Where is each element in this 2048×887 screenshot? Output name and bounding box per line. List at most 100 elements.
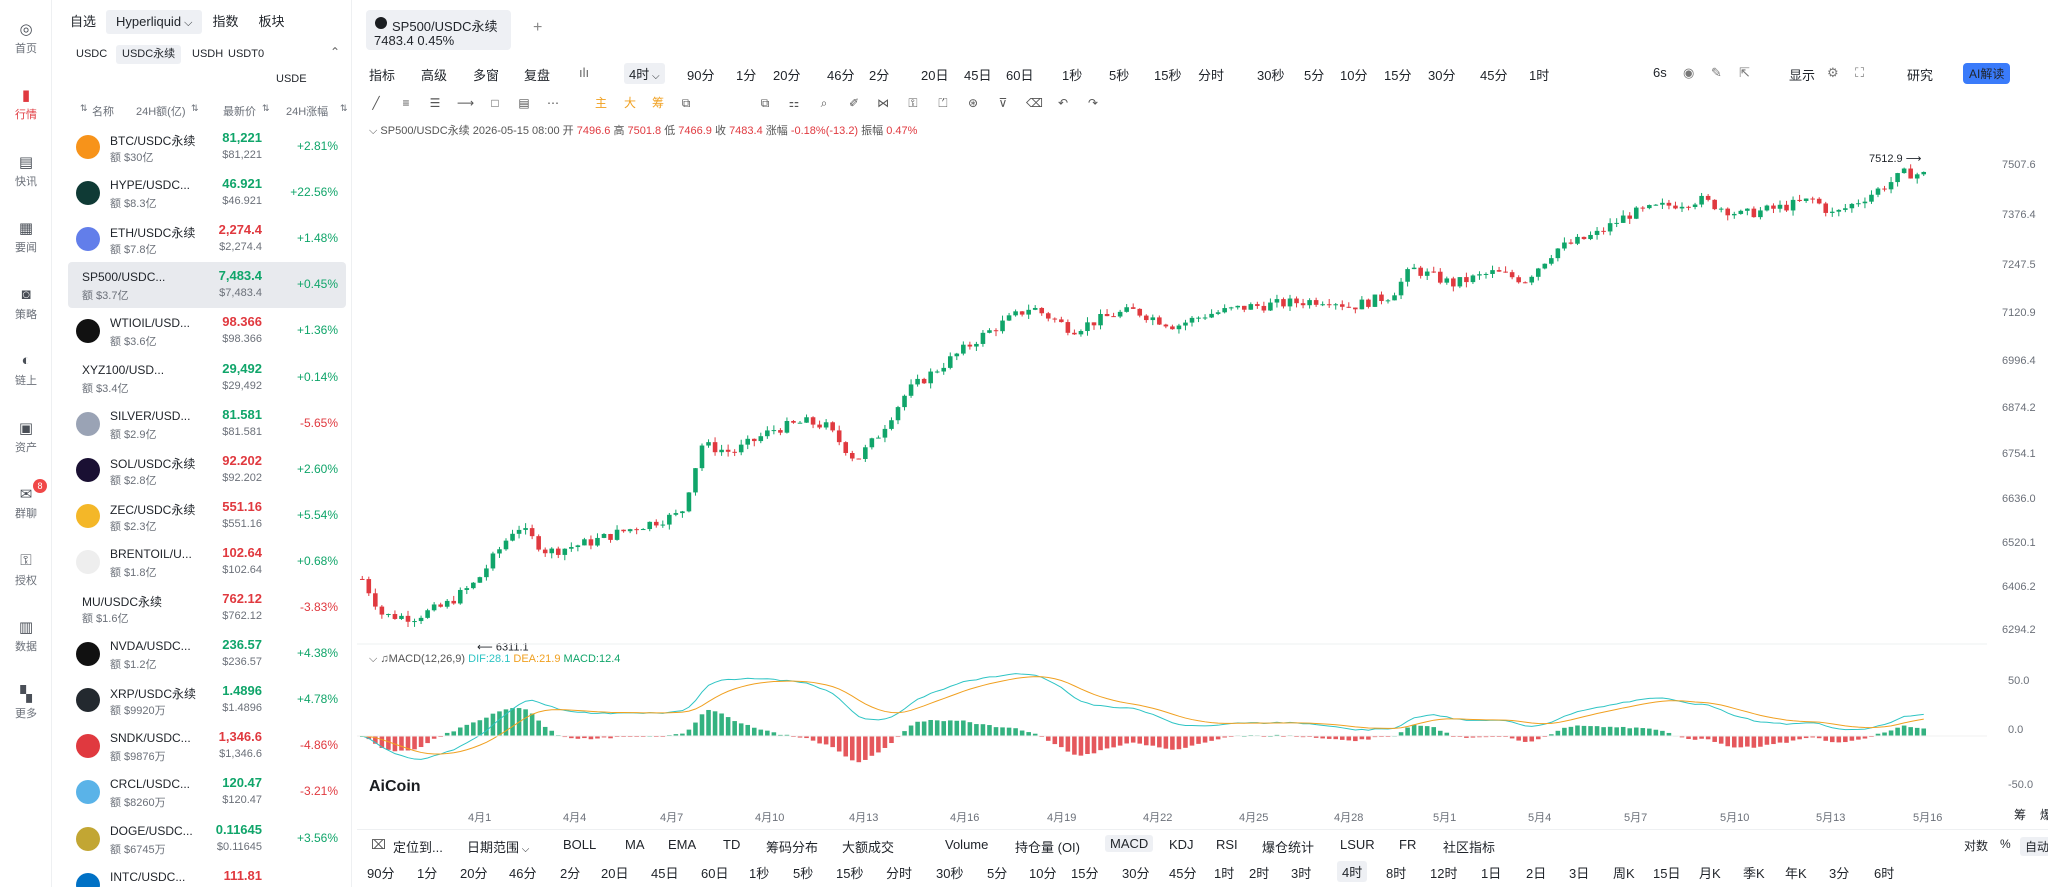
subtab-2[interactable]: USDH	[192, 48, 224, 60]
period-8[interactable]: 1秒	[1062, 68, 1083, 83]
indicator-3[interactable]: TD	[723, 837, 741, 852]
indicator-0[interactable]: BOLL	[563, 837, 597, 852]
bottom-period-27[interactable]: 周K	[1613, 866, 1635, 881]
chip-icon[interactable]: 筹	[651, 96, 664, 110]
fullscreen-icon[interactable]: ⛶	[1855, 65, 1865, 80]
bottom-period-19[interactable]: 2时	[1249, 866, 1270, 881]
bottom-period-33[interactable]: 6时	[1874, 866, 1895, 881]
corner-label[interactable]: 爆	[2040, 808, 2048, 822]
market-row[interactable]: SNDK/USDC... 额 $9876万 1,346.6 $1,346.6 -4.86…	[68, 723, 346, 769]
locate-icon[interactable]: ⌧	[371, 837, 386, 852]
indicator-5[interactable]: 大额成交	[842, 840, 895, 855]
trash-icon[interactable]: ⌫	[1026, 96, 1043, 110]
bottom-period-21[interactable]: 4时	[1337, 861, 1368, 882]
bottom-period-16[interactable]: 30分	[1122, 866, 1150, 881]
market-row[interactable]: ETH/USDC永续额 $7.8亿 2,274.4 $2,274.4 +1.48%	[68, 216, 346, 262]
market-row[interactable]: BTC/USDC永续额 $30亿 81,221 $81,221 +2.81%	[68, 124, 346, 170]
nav-item-5[interactable]: ◐ 链上	[0, 352, 52, 388]
indicator-9[interactable]: KDJ	[1169, 837, 1194, 852]
period-2[interactable]: 20分	[773, 68, 801, 83]
bottom-period-12[interactable]: 30秒	[936, 866, 964, 881]
market-tab-0[interactable]: 自选	[60, 10, 106, 34]
bottom-period-6[interactable]: 45日	[651, 866, 679, 881]
bottom-period-25[interactable]: 2日	[1526, 866, 1547, 881]
period-5[interactable]: 20日	[921, 68, 949, 83]
indicator-7[interactable]: 持仓量 (OI)	[1015, 840, 1080, 855]
header-change[interactable]: 24H涨幅	[286, 106, 329, 118]
export-icon[interactable]: ⇱	[1739, 65, 1750, 80]
settings-gear-icon[interactable]: ⚙	[1827, 65, 1839, 80]
camera-icon[interactable]: ◉	[1683, 65, 1695, 80]
replay-button[interactable]: 复盘	[524, 68, 551, 83]
candlestick-chart[interactable]: 7512.9 ⟶ ⟵ 6311.1	[357, 130, 2048, 830]
period-6[interactable]: 45日	[964, 68, 992, 83]
layers-icon[interactable]: ⊛	[967, 96, 979, 110]
market-row[interactable]: ZEC/USDC永续额 $2.3亿 551.16 $551.16 +5.54%	[68, 493, 346, 539]
bottom-period-11[interactable]: 分时	[886, 866, 913, 881]
subtab-4[interactable]: USDE	[276, 73, 307, 85]
market-tab-2[interactable]: 指数	[202, 10, 248, 34]
main-icon[interactable]: 主	[594, 96, 607, 110]
line-tool-icon[interactable]: ╱	[372, 96, 380, 110]
period-17[interactable]: 45分	[1480, 68, 1508, 83]
bottom-period-30[interactable]: 季K	[1743, 866, 1765, 881]
advanced-button[interactable]: 高级	[421, 68, 448, 83]
bottom-period-1[interactable]: 1分	[417, 866, 438, 881]
indicator-12[interactable]: LSUR	[1340, 837, 1375, 852]
bottom-period-24[interactable]: 1日	[1481, 866, 1502, 881]
market-row[interactable]: NVDA/USDC... 额 $1.2亿 236.57 $236.57 +4.38%	[68, 631, 346, 677]
date-range-button[interactable]: 日期范围 ⌵	[467, 837, 529, 856]
chart-type-icon[interactable]: ılı	[579, 65, 590, 80]
market-row[interactable]: INTC/USDC... 111.81	[68, 862, 346, 887]
header-name[interactable]: 名称	[92, 106, 114, 118]
bottom-period-31[interactable]: 年K	[1785, 866, 1807, 881]
add-tab-button[interactable]: +	[533, 19, 543, 36]
more-tools-icon[interactable]: ⋯	[547, 96, 559, 110]
market-row[interactable]: XYZ100/USD... 额 $3.4亿 29,492 $29,492 +0.14%	[68, 355, 346, 401]
bottom-period-3[interactable]: 46分	[509, 866, 537, 881]
bottom-period-32[interactable]: 3分	[1829, 866, 1850, 881]
bottom-period-5[interactable]: 20日	[601, 866, 629, 881]
bottom-period-2[interactable]: 20分	[460, 866, 488, 881]
lock-icon[interactable]: ⚿	[908, 96, 918, 110]
indicator-13[interactable]: FR	[1399, 837, 1417, 852]
indicator-button[interactable]: 指标	[369, 68, 396, 83]
market-row[interactable]: BRENTOIL/U... 额 $1.8亿 102.64 $102.64 +0.68%	[68, 539, 346, 585]
bell-icon[interactable]: ♫	[380, 653, 389, 665]
chevron-icon[interactable]: ⌵	[369, 653, 381, 665]
filter-icon[interactable]: ⊽	[998, 96, 1008, 110]
scale-option-1[interactable]: %	[2000, 837, 2011, 851]
bottom-period-29[interactable]: 月K	[1699, 866, 1721, 881]
bottom-period-10[interactable]: 15秒	[836, 866, 864, 881]
nav-item-6[interactable]: ▣ 资产	[0, 419, 52, 455]
market-row[interactable]: SILVER/USD... 额 $2.9亿 81.581 $81.581 -5.65%	[68, 401, 346, 447]
subtab-3[interactable]: USDT0	[228, 48, 265, 60]
period-11[interactable]: 分时	[1198, 68, 1225, 83]
hline-tool-icon[interactable]: ≡	[402, 96, 410, 110]
indicator-6[interactable]: Volume	[945, 837, 989, 852]
ray-tool-icon[interactable]: ⟶	[457, 96, 475, 110]
pen-icon[interactable]: ✎	[1711, 65, 1722, 80]
period-14[interactable]: 10分	[1340, 68, 1368, 83]
market-row[interactable]: SOL/USDC永续额 $2.8亿 92.202 $92.202 +2.60%	[68, 447, 346, 493]
copy-icon[interactable]: ⧉	[760, 96, 770, 110]
symbol-tab[interactable]: SP500/USDC永续 7483.4 0.45%	[366, 10, 511, 50]
bottom-period-7[interactable]: 60日	[701, 866, 729, 881]
period-15[interactable]: 15分	[1384, 68, 1412, 83]
period-12[interactable]: 30秒	[1257, 68, 1285, 83]
nav-item-7[interactable]: ✉ 群聊 8	[0, 479, 52, 521]
period-4[interactable]: 2分	[869, 68, 890, 83]
nav-item-0[interactable]: ◎ 首页	[0, 20, 52, 56]
bottom-period-14[interactable]: 10分	[1029, 866, 1057, 881]
speed-button[interactable]: 6s	[1653, 65, 1667, 80]
bottom-period-18[interactable]: 1时	[1214, 866, 1235, 881]
indicator-11[interactable]: 爆仓统计	[1262, 840, 1315, 855]
period-10[interactable]: 15秒	[1154, 68, 1182, 83]
bottom-period-8[interactable]: 1秒	[749, 866, 770, 881]
header-price[interactable]: 最新价	[223, 106, 256, 118]
scale-option-2[interactable]: 自动	[2020, 837, 2048, 856]
nav-item-4[interactable]: ◙ 策略	[0, 286, 52, 322]
market-tab-3[interactable]: 板块	[248, 10, 294, 34]
collapse-chevron-icon[interactable]: ⌵	[369, 125, 381, 137]
market-tab-1[interactable]: Hyperliquid ⌵	[106, 10, 203, 34]
